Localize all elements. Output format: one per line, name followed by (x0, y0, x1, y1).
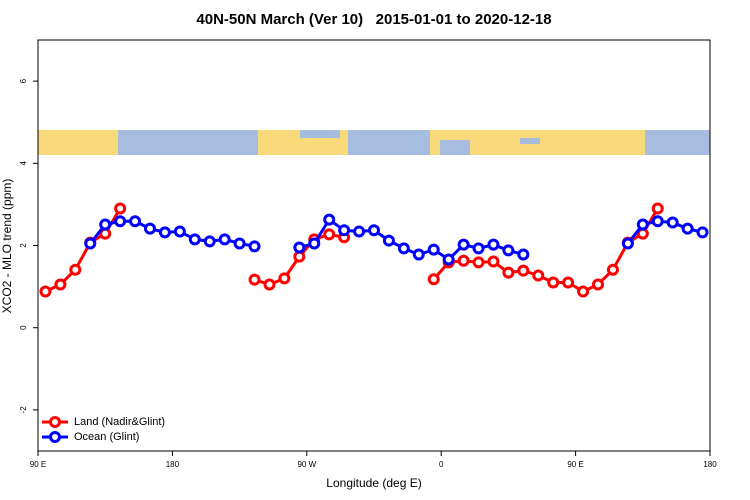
point (248, 273, 261, 286)
point (368, 224, 380, 237)
point (532, 269, 545, 282)
point (427, 243, 440, 256)
series-line (89, 217, 703, 262)
point (666, 216, 679, 229)
point (547, 276, 560, 289)
point (427, 273, 440, 286)
point (636, 218, 649, 231)
point (114, 215, 127, 228)
legend-marker (49, 416, 61, 428)
y-tick-label: 4 (19, 161, 28, 166)
legend-label: Land (Nadir&Glint) (74, 416, 165, 428)
point (338, 224, 351, 237)
point (442, 253, 455, 266)
x-axis-label: Longitude (deg E) (326, 476, 421, 490)
y-tick-label: -2 (19, 406, 28, 414)
legend-marker (49, 431, 61, 443)
point (562, 276, 575, 289)
point (158, 226, 171, 239)
point (397, 242, 410, 255)
x-tick-label: 180 (166, 460, 180, 469)
point (323, 213, 336, 226)
y-axis-label: XCO2 - MLO trend (ppm) (0, 179, 14, 314)
map-ocean (300, 130, 340, 138)
map-ocean (520, 138, 540, 144)
point (487, 238, 500, 251)
point (129, 215, 142, 228)
point (188, 233, 201, 246)
point (84, 237, 97, 250)
point (472, 242, 485, 255)
point (69, 263, 82, 276)
point (278, 272, 291, 285)
x-tick-label: 0 (439, 460, 444, 469)
chart-title: 40N-50N March (Ver 10) 2015-01-01 to 202… (196, 11, 551, 28)
plot-frame (37, 39, 711, 452)
point (457, 238, 470, 251)
point (651, 202, 664, 215)
point (621, 237, 634, 250)
point (696, 226, 709, 239)
point (681, 222, 694, 235)
point (39, 285, 52, 298)
point (502, 244, 515, 257)
point (293, 241, 306, 254)
point (502, 266, 515, 279)
point (472, 256, 485, 269)
legend-label: Ocean (Glint) (74, 431, 139, 443)
point (218, 233, 231, 246)
point (457, 254, 470, 267)
point (144, 222, 156, 235)
point (412, 248, 425, 261)
point (606, 263, 619, 276)
world-map-strip (38, 130, 710, 155)
point (203, 235, 216, 248)
point (517, 264, 530, 277)
point (263, 278, 276, 291)
point (114, 202, 127, 215)
point (308, 237, 321, 250)
point (517, 248, 530, 261)
y-tick-label: 6 (19, 78, 28, 83)
map-ocean (440, 140, 470, 155)
y-tick-label: 0 (19, 325, 28, 330)
map-land (38, 130, 118, 155)
point (248, 240, 261, 253)
point (323, 228, 336, 241)
point (577, 285, 590, 298)
point (382, 234, 395, 247)
point (353, 225, 366, 238)
x-tick-label: 90 E (567, 460, 583, 469)
point (233, 237, 246, 250)
point (99, 218, 112, 231)
point (487, 255, 500, 268)
point (54, 278, 67, 291)
x-tick-label: 180 (703, 460, 717, 469)
point (651, 215, 664, 228)
x-tick-label: 90 W (297, 460, 316, 469)
y-tick-label: 2 (19, 243, 28, 248)
point (173, 225, 186, 238)
x-tick-label: 90 E (30, 460, 46, 469)
point (592, 278, 604, 291)
